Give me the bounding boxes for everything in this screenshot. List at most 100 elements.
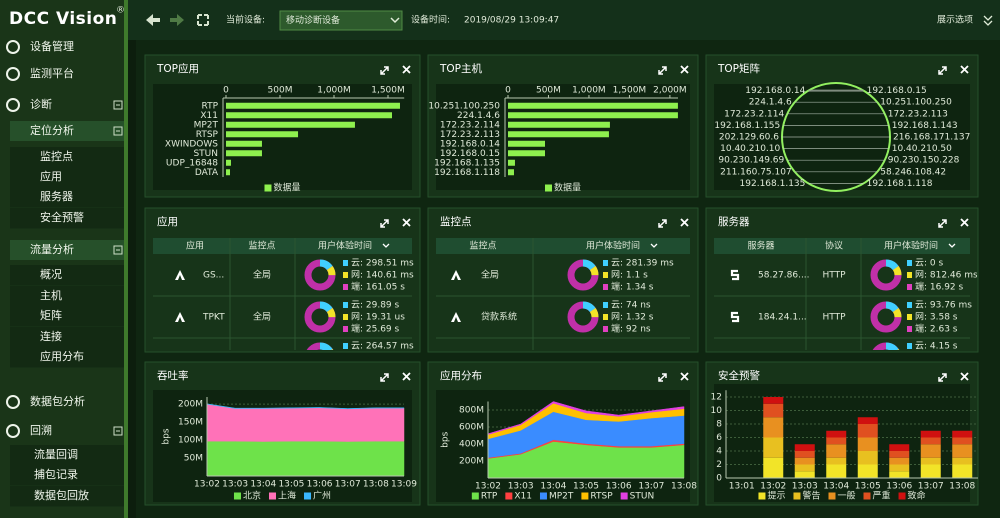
y-tick-label: 200M [459, 457, 484, 467]
menu-sub-item[interactable]: 应用 [40, 169, 62, 183]
close-button[interactable] [402, 372, 411, 381]
menu-sub-bg [10, 445, 124, 466]
fullscreen-button[interactable] [197, 14, 209, 26]
expand-button[interactable] [658, 219, 667, 228]
menu-item[interactable]: 诊断 [30, 97, 52, 111]
x-tick-label: 13:01 [729, 482, 755, 492]
menu-item[interactable]: 设备管理 [30, 39, 74, 53]
expand-button[interactable] [380, 66, 389, 75]
row-name: GS... [203, 271, 224, 281]
menu-group[interactable]: 定位分析 [30, 123, 74, 137]
expand-button[interactable] [938, 373, 947, 382]
menu-sub-item[interactable]: 应用分布 [40, 349, 84, 363]
bar-segment [952, 437, 973, 445]
expand-button[interactable] [938, 219, 947, 228]
menu-item[interactable]: 回溯 [30, 424, 52, 437]
menu-sub-item[interactable]: 矩阵 [40, 308, 62, 322]
x-tick-label: 500M [536, 86, 561, 96]
collapse-icon[interactable] [113, 426, 123, 436]
close-button[interactable] [960, 372, 969, 381]
legend-label: MP2T [549, 492, 574, 502]
menu-sub-bg [10, 167, 124, 188]
row-name: 贷款系统 [481, 311, 517, 323]
expand-button[interactable] [380, 373, 389, 382]
legend-label: 广州 [313, 490, 331, 502]
close-button[interactable] [960, 65, 969, 74]
metric-swatch [343, 326, 348, 332]
bar-segment [763, 403, 784, 418]
expand-button[interactable] [658, 66, 667, 75]
panel-title: 应用 [157, 215, 178, 228]
device-select[interactable] [279, 10, 403, 31]
bar-segment [857, 437, 878, 451]
close-button[interactable] [960, 218, 969, 227]
menu-group[interactable]: 流量分析 [30, 242, 74, 256]
metric-swatch [603, 314, 608, 320]
collapse-icon[interactable] [113, 100, 123, 110]
bar [226, 131, 299, 138]
close-button[interactable] [680, 218, 689, 227]
menu-sub-item[interactable]: 连接 [40, 330, 62, 343]
collapse-icon[interactable] [113, 126, 123, 136]
close-button[interactable] [402, 65, 411, 74]
menu-sub-item[interactable]: 捕包记录 [34, 467, 78, 481]
category-label: X11 [200, 111, 218, 121]
device-label: 当前设备: [226, 14, 265, 26]
donut-arc [870, 301, 902, 333]
panel [705, 207, 979, 353]
donut-arc [870, 259, 902, 291]
close-button[interactable] [680, 65, 689, 74]
metric: 云: 0 s [915, 259, 943, 269]
display-options[interactable]: 展示选项 [937, 14, 973, 26]
menu-sub-item[interactable]: 主机 [40, 288, 62, 302]
expand-button[interactable] [380, 219, 389, 228]
legend-swatch [620, 492, 628, 500]
menu-sub-item[interactable]: 服务器 [40, 190, 73, 203]
back-button[interactable] [146, 14, 160, 26]
legend: 提示 警告 一般 严重 致命 [758, 490, 926, 502]
matrix-target: 10.40.210.50 [892, 144, 952, 154]
legend-label: 上海 [278, 490, 296, 502]
metric: 云: 4.15 s [915, 342, 958, 352]
expand-button[interactable] [658, 373, 667, 382]
column-header: 服务器 [747, 240, 774, 252]
column-header: 用户体验时间 [586, 240, 640, 252]
x-tick-label: 13:08 [363, 480, 389, 490]
menu-item[interactable]: 监测平台 [30, 66, 74, 80]
sort-arrow[interactable] [650, 243, 658, 248]
row-name: TPKT [202, 313, 225, 323]
bar [226, 150, 262, 157]
category-label: 224.1.4.6 [457, 111, 500, 121]
menu-sub-item[interactable]: 安全预警 [40, 210, 84, 224]
panel-title: 监控点 [440, 215, 472, 228]
bar-segment [763, 457, 784, 478]
logo-mark: ® [116, 6, 125, 16]
menu-sub-item[interactable]: 流量回调 [34, 447, 78, 461]
legend-label: 数据量 [273, 182, 300, 194]
bar [508, 131, 609, 138]
collapse-icon[interactable] [113, 245, 123, 255]
metric-swatch [603, 260, 608, 266]
row-icon [451, 312, 461, 322]
panel-title: TOP主机 [439, 62, 483, 75]
sort-arrow[interactable] [382, 243, 390, 248]
column-header: 用户体验时间 [318, 240, 372, 252]
expand-button[interactable] [938, 66, 947, 75]
menu-sub-item[interactable]: 监控点 [40, 149, 73, 163]
table-header [436, 238, 690, 254]
bar-segment [826, 464, 847, 478]
x-tick-label: 13:03 [508, 482, 534, 492]
close-button[interactable] [402, 218, 411, 227]
menu-item[interactable]: 数据包分析 [30, 394, 85, 408]
bar-segment [794, 444, 815, 451]
menu-sub-bg [10, 327, 124, 348]
legend-swatch [471, 492, 479, 500]
forward-button[interactable] [170, 14, 184, 26]
x-tick-label: 13:05 [573, 482, 599, 492]
menu-sub-item[interactable]: 数据包回放 [34, 488, 89, 502]
sort-arrow[interactable] [948, 243, 956, 248]
close-button[interactable] [680, 372, 689, 381]
category-label: 10.251.100.250 [428, 101, 500, 111]
bar [226, 112, 392, 119]
menu-sub-item[interactable]: 概况 [40, 268, 62, 281]
